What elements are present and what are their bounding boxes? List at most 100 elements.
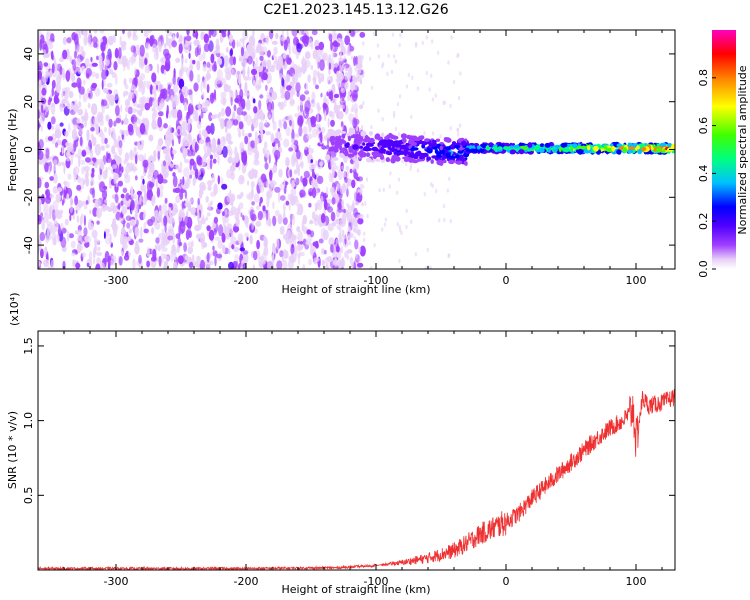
heatmap-cell	[54, 129, 62, 139]
heatmap-cell	[143, 188, 147, 198]
x-tick-label: 100	[626, 274, 647, 287]
heatmap-cell	[90, 178, 95, 187]
heatmap-cell	[59, 102, 64, 112]
heatmap-cell	[300, 160, 304, 169]
heatmap-cell	[75, 153, 79, 158]
heatmap-cell	[236, 39, 239, 48]
heatmap-signal-cell	[360, 131, 367, 137]
heatmap-cell	[170, 146, 173, 158]
heatmap-cell	[304, 100, 311, 112]
heatmap-cell	[222, 146, 228, 158]
heatmap-cell	[76, 118, 81, 124]
heatmap-cell	[290, 87, 296, 96]
heatmap-cell	[396, 221, 399, 227]
heatmap-cell	[320, 195, 324, 204]
heatmap-cell	[206, 212, 211, 217]
heatmap-cell	[184, 159, 190, 164]
heatmap-cell	[96, 220, 100, 225]
heatmap-cell	[290, 244, 295, 255]
heatmap-cell	[44, 181, 50, 189]
heatmap-cell	[78, 155, 81, 168]
heatmap-cell	[70, 72, 76, 83]
heatmap-cell	[242, 30, 249, 40]
heatmap-signal-cell	[400, 144, 407, 150]
heatmap-cell	[49, 176, 54, 181]
heatmap-cell	[172, 83, 179, 94]
heatmap-cell	[38, 30, 42, 37]
heatmap-cell	[184, 254, 189, 261]
heatmap-cell	[51, 63, 55, 74]
heatmap-cell	[188, 230, 192, 239]
snr-scale-label: (x10⁴)	[8, 293, 21, 327]
heatmap-cell	[302, 264, 306, 269]
heatmap-cell	[264, 246, 269, 256]
heatmap-signal-cell	[379, 140, 383, 146]
heatmap-cell	[130, 45, 136, 53]
heatmap-cell	[142, 195, 147, 206]
heatmap-cell	[307, 118, 311, 129]
heatmap-cell	[330, 119, 335, 127]
heatmap-signal-cell	[400, 133, 407, 139]
heatmap-cell	[68, 91, 74, 99]
heatmap-cell	[389, 171, 392, 176]
heatmap-cell	[239, 141, 245, 153]
heatmap-cell	[88, 41, 94, 48]
heatmap-cell	[398, 94, 402, 99]
heatmap-cell	[383, 222, 387, 227]
heatmap-cell	[242, 37, 245, 46]
heatmap-cell	[130, 189, 134, 196]
heatmap-cell	[104, 199, 108, 204]
heatmap-cell	[198, 139, 205, 145]
heatmap-cell	[221, 183, 228, 190]
heatmap-cell	[50, 33, 55, 42]
heatmap-cell	[149, 84, 153, 95]
heatmap-cell	[344, 35, 351, 46]
heatmap-cell	[286, 54, 290, 60]
heatmap-cell	[49, 69, 53, 78]
heatmap-cell	[201, 155, 207, 167]
y-tick-label: -20	[22, 188, 35, 206]
heatmap-cell	[316, 112, 319, 124]
heatmap-cell	[54, 208, 60, 218]
heatmap-cell	[356, 75, 362, 83]
heatmap-cell	[118, 255, 123, 266]
heatmap-cell	[188, 52, 191, 59]
heatmap-cell	[394, 126, 397, 132]
heatmap-cell	[80, 159, 86, 166]
heatmap-signal-cell	[494, 145, 498, 152]
heatmap-cell	[238, 202, 244, 210]
heatmap-cell	[302, 177, 308, 187]
heatmap-cell	[75, 204, 81, 211]
heatmap-cell	[172, 74, 177, 85]
colorbar-label: Normalized spectral amplitude	[736, 65, 749, 234]
heatmap-cell	[255, 80, 261, 92]
heatmap-cell	[90, 172, 95, 178]
heatmap-cell	[112, 204, 116, 214]
heatmap-cell	[219, 33, 223, 44]
heatmap-signal-cell	[503, 142, 509, 147]
heatmap-cell	[121, 205, 128, 215]
heatmap-cell	[156, 187, 161, 198]
heatmap-cell	[416, 86, 420, 91]
heatmap-cell	[269, 169, 273, 181]
heatmap-signal-cell	[412, 147, 419, 151]
heatmap-cell	[203, 43, 210, 52]
heatmap-cell	[130, 199, 135, 211]
heatmap-cell	[184, 43, 188, 48]
heatmap-cell	[138, 254, 142, 264]
heatmap-cell	[71, 252, 76, 257]
heatmap-cell	[145, 80, 152, 87]
colorbar: 0.0 0.2 0.4 0.6 0.8 Normalized spectral ampl…	[697, 30, 749, 278]
heatmap-cell	[224, 209, 227, 215]
heatmap-cell	[309, 219, 314, 225]
heatmap-cell	[84, 58, 90, 68]
heatmap-cell	[346, 183, 349, 188]
heatmap-cell	[187, 223, 191, 232]
heatmap-cell	[199, 188, 203, 199]
heatmap-cell	[187, 118, 193, 124]
heatmap-cell	[250, 118, 256, 124]
heatmap-cell	[396, 190, 399, 195]
heatmap-cell	[341, 245, 344, 255]
heatmap-cell	[286, 85, 292, 91]
heatmap-cell	[251, 201, 255, 206]
